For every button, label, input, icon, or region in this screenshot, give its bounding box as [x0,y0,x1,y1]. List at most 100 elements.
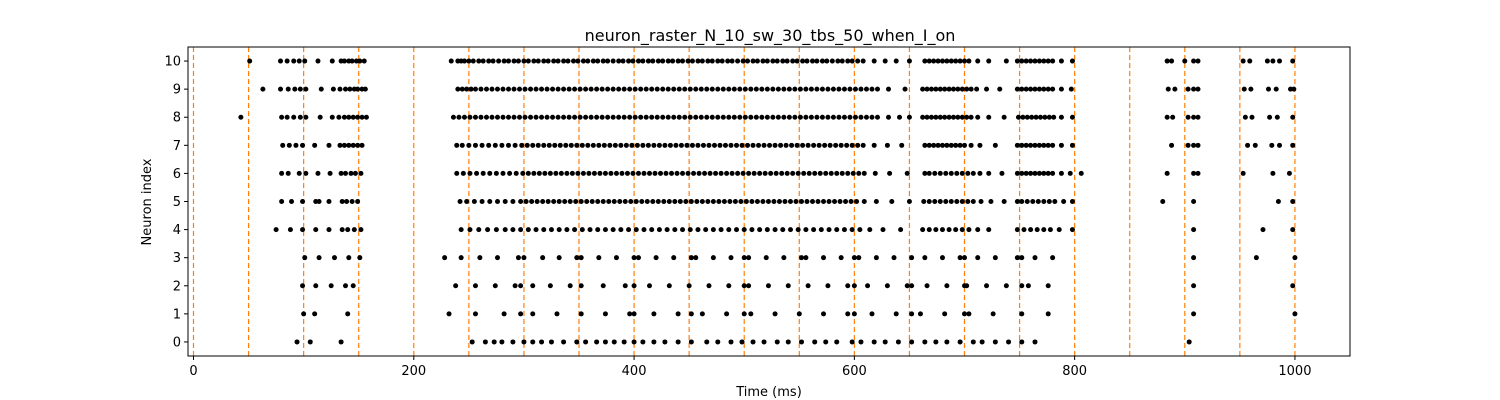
spike-n0-22 [662,339,667,344]
spike-n5-10 [458,199,463,204]
spike-n4-19 [541,227,546,232]
spike-n5-87 [938,199,943,204]
spike-n10-80 [770,59,775,64]
spike-n6-15 [481,171,486,176]
spike-n5-49 [689,199,694,204]
spike-n8-0 [238,115,243,120]
spike-n10-92 [830,59,835,64]
spike-n6-70 [790,171,795,176]
spike-n2-8 [513,283,518,288]
spike-n10-35 [546,59,551,64]
spike-n10-125 [1050,59,1055,64]
spike-n10-49 [616,59,621,64]
spike-n10-72 [730,59,735,64]
spike-n10-68 [710,59,715,64]
spike-n10-18 [462,59,467,64]
spike-n7-80 [839,143,844,148]
spike-n6-40 [625,171,630,176]
spike-n9-98 [933,87,938,92]
spike-n7-90 [931,143,936,148]
spike-n6-1 [286,171,291,176]
spike-n10-93 [835,59,840,64]
spike-n9-47 [627,87,632,92]
spike-n8-104 [955,115,960,120]
spike-n10-87 [804,59,809,64]
spike-n8-80 [809,115,814,120]
spike-n9-62 [710,87,715,92]
spike-n2-44 [1290,283,1295,288]
spike-n4-78 [1041,227,1046,232]
spike-n9-83 [825,87,830,92]
spike-n8-34 [556,115,561,120]
spike-n4-77 [1035,227,1040,232]
spike-n6-29 [564,171,569,176]
spike-n4-59 [850,227,855,232]
spike-n6-90 [938,171,943,176]
spike-n9-59 [693,87,698,92]
spike-n5-72 [816,199,821,204]
spike-n4-39 [695,227,700,232]
spike-n7-99 [977,143,982,148]
spike-n6-65 [763,171,768,176]
spike-n9-3 [292,87,297,92]
spike-n6-81 [851,171,856,176]
spike-n10-86 [800,59,805,64]
spike-n5-104 [1052,199,1057,204]
spike-n3-36 [892,255,897,260]
spike-n6-24 [537,171,542,176]
spike-n10-116 [1004,59,1009,64]
spike-n0-37 [850,339,855,344]
spike-n4-47 [757,227,762,232]
spike-n6-36 [603,171,608,176]
spike-n5-44 [661,199,666,204]
spike-n1-33 [1019,311,1024,316]
spike-n9-0 [260,87,265,92]
spike-n6-60 [735,171,740,176]
x-tick-label-400: 400 [622,364,647,379]
spike-n2-34 [925,283,930,288]
spike-n10-138 [1290,59,1295,64]
spike-n4-68 [947,227,952,232]
spike-n9-23 [495,87,500,92]
spike-n1-12 [632,311,637,316]
spike-n3-27 [764,255,769,260]
spike-n4-63 [898,227,903,232]
spike-n7-12 [454,143,459,148]
spike-n8-21 [484,115,489,120]
spike-n5-89 [949,199,954,204]
spike-n1-17 [724,311,729,316]
spike-n4-11 [476,227,481,232]
spike-n5-108 [1191,199,1196,204]
spike-n9-99 [938,87,943,92]
spike-n7-45 [646,143,651,148]
spike-n8-93 [886,115,891,120]
spike-n5-73 [821,199,826,204]
spike-n1-24 [852,311,857,316]
spike-n7-37 [602,143,607,148]
spike-n4-33 [649,227,654,232]
spike-n4-2 [300,227,305,232]
spike-n9-117 [1046,87,1051,92]
spike-n3-16 [614,255,619,260]
spike-n6-35 [597,171,602,176]
spike-n3-40 [958,255,963,260]
spike-n8-17 [462,115,467,120]
spike-n5-77 [843,199,848,204]
spike-n5-18 [518,199,523,204]
spike-n10-4 [297,59,302,64]
spike-n6-6 [339,171,344,176]
spike-n6-87 [922,171,927,176]
spike-n3-31 [821,255,826,260]
spike-n7-67 [767,143,772,148]
spike-n8-97 [925,115,930,120]
spike-n7-13 [460,143,465,148]
spike-n5-8 [350,199,355,204]
spike-n10-65 [695,59,700,64]
spike-n4-3 [313,227,318,232]
spike-n8-107 [969,115,974,120]
spike-n0-35 [823,339,828,344]
spike-n4-0 [274,227,279,232]
spike-n9-18 [469,87,474,92]
spike-n10-32 [531,59,536,64]
spike-n8-111 [1016,115,1021,120]
